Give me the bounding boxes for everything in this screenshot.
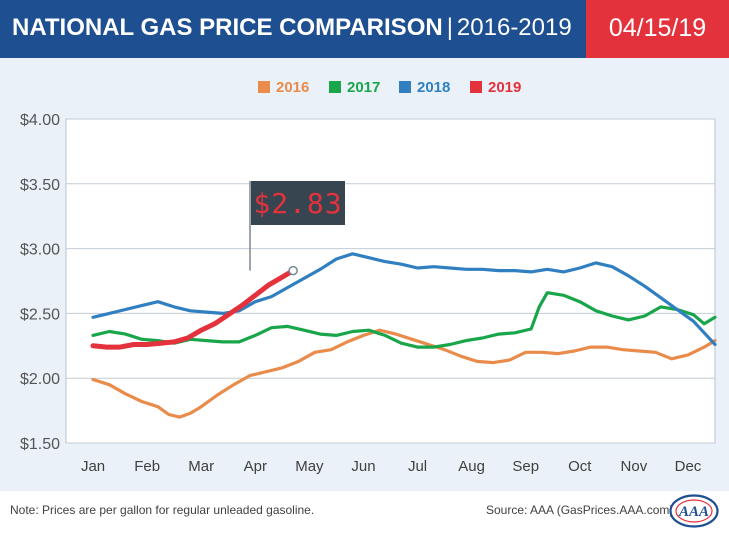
- legend-label-2016: 2016: [276, 79, 310, 96]
- series-line-2019: [90, 268, 296, 350]
- legend-swatch-2016: [258, 81, 270, 93]
- y-tick-label: $2.50: [20, 306, 60, 323]
- legend-swatch-2019: [470, 81, 482, 93]
- plot-frame: [65, 118, 716, 444]
- source-credit: Source: AAA (GasPrices.AAA.com): [486, 503, 674, 517]
- date-banner: 04/15/19: [586, 0, 729, 58]
- x-tick-label: Aug: [458, 458, 485, 475]
- chart-title-separator: |: [446, 14, 453, 41]
- chart-title-years: 2016-2019: [456, 14, 572, 41]
- x-tick-label: Jan: [81, 458, 105, 475]
- legend-item-2018: 2018: [399, 79, 450, 96]
- legend-label-2018: 2018: [417, 79, 451, 96]
- legend-swatch-2018: [399, 81, 411, 93]
- x-tick-label: May: [295, 458, 324, 475]
- annotation-point: [288, 265, 298, 276]
- x-tick-label: Oct: [568, 458, 592, 475]
- x-tick-label: Sep: [512, 458, 539, 475]
- x-tick-label: Apr: [244, 458, 267, 475]
- legend-swatch-2017: [329, 81, 341, 93]
- y-tick-label: $3.50: [20, 177, 60, 194]
- y-tick-label: $4.00: [20, 112, 60, 129]
- legend-item-2017: 2017: [329, 79, 380, 96]
- title-banner: NATIONAL GAS PRICE COMPARISON | 2016-2019: [0, 0, 586, 58]
- header-bar: NATIONAL GAS PRICE COMPARISON | 2016-2019 …: [0, 0, 729, 58]
- chart-title: NATIONAL GAS PRICE COMPARISON | 2016-2019: [12, 14, 572, 42]
- legend-label-2017: 2017: [347, 79, 381, 96]
- aaa-logo: AAA: [669, 494, 719, 528]
- x-tick-label: Jul: [408, 458, 427, 475]
- footnote: Note: Prices are per gallon for regular …: [10, 503, 315, 517]
- series-line-2016: [91, 328, 717, 419]
- annotation-sign: [251, 181, 345, 225]
- report-date: 04/15/19: [608, 14, 707, 42]
- x-tick-label: Jun: [351, 458, 375, 475]
- aaa-logo-text: AAA: [678, 504, 709, 520]
- y-tick-label: $2.00: [20, 371, 60, 388]
- series-line-2017: [91, 291, 717, 349]
- legend-label-2019: 2019: [488, 79, 522, 96]
- chart-legend: 2016 2017 2018 2019: [0, 79, 729, 99]
- legend-item-2016: 2016: [258, 79, 309, 96]
- x-tick-label: Dec: [675, 458, 702, 475]
- x-tick-label: Feb: [134, 458, 160, 475]
- y-tick-label: $1.50: [20, 436, 60, 453]
- annotation-label: $2.83: [253, 187, 342, 220]
- x-tick-label: Mar: [188, 458, 214, 475]
- x-tick-label: Nov: [621, 458, 648, 475]
- y-tick-label: $3.00: [20, 242, 60, 259]
- chart-title-main: NATIONAL GAS PRICE COMPARISON: [12, 14, 443, 41]
- legend-item-2019: 2019: [470, 79, 521, 96]
- series-line-2018: [91, 252, 717, 347]
